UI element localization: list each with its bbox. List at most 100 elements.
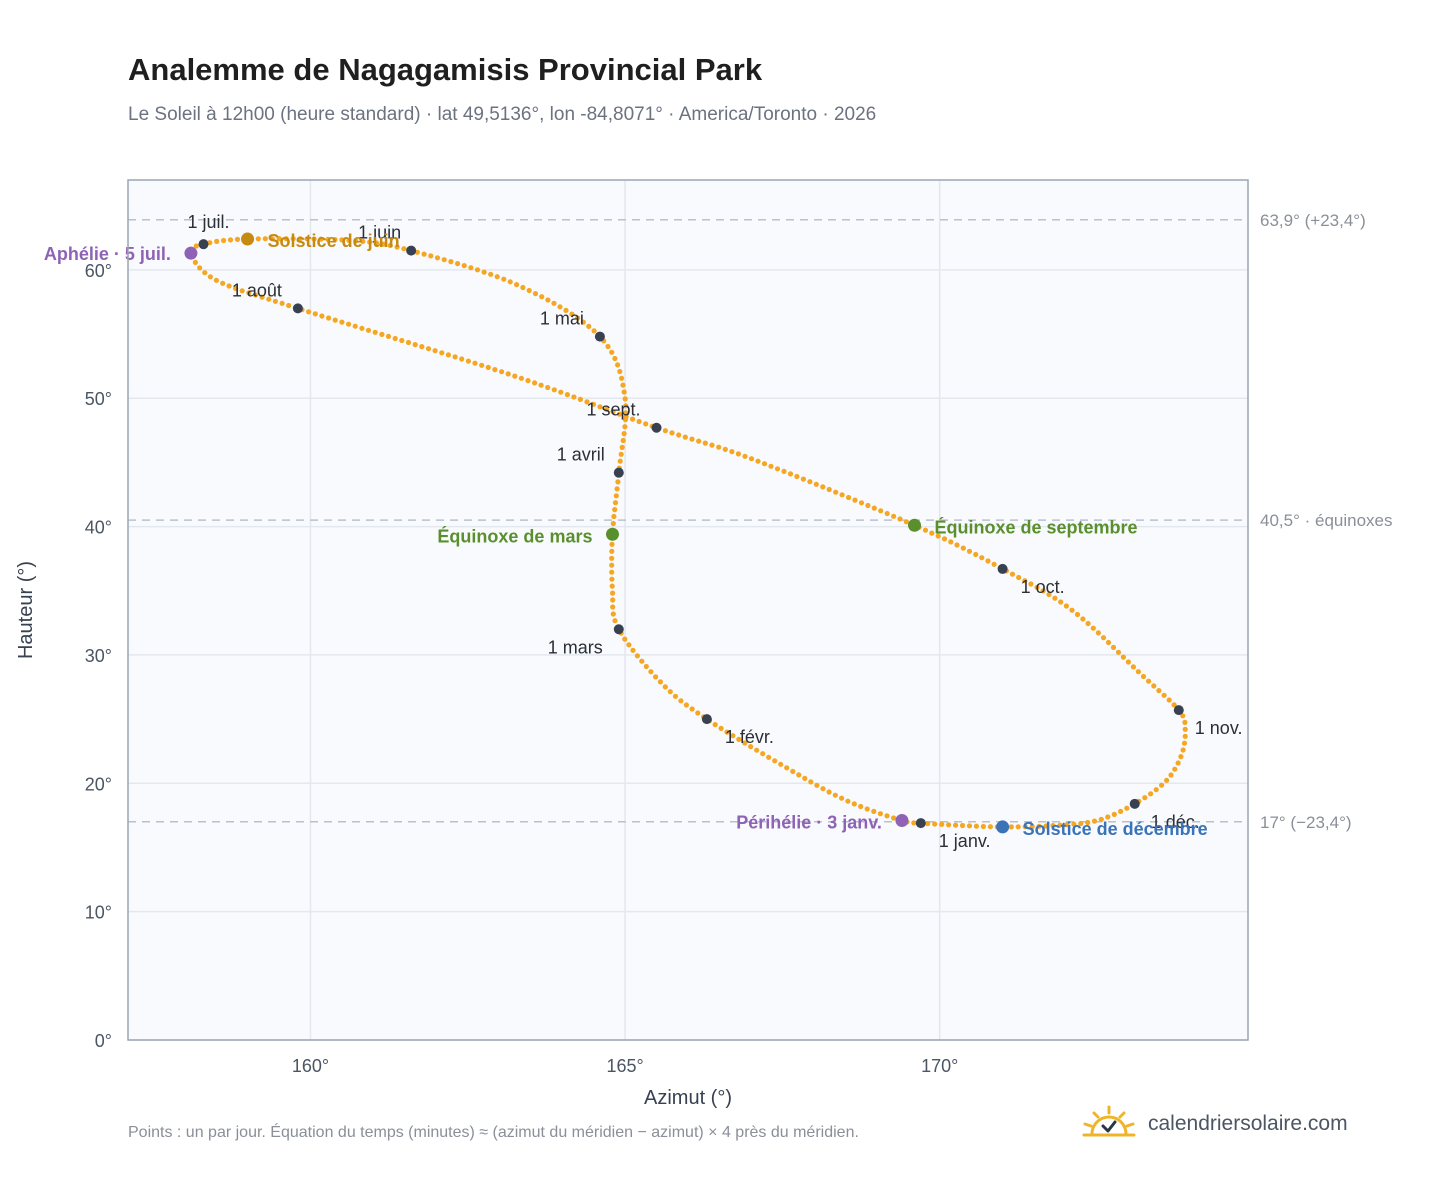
daily-sun-point <box>610 604 616 610</box>
daily-sun-point <box>833 489 839 495</box>
daily-sun-point <box>760 751 766 757</box>
event-label: Périhélie · 3 janv. <box>736 813 882 833</box>
reference-line-label: 17° (−23,4°) <box>1260 813 1352 832</box>
daily-sun-point <box>648 669 654 675</box>
daily-sun-point <box>735 451 742 457</box>
daily-sun-point <box>276 236 282 242</box>
daily-sun-point <box>1115 649 1122 655</box>
y-tick-label: 40° <box>85 518 112 538</box>
daily-sun-point <box>784 765 790 771</box>
daily-sun-point <box>1090 625 1096 631</box>
daily-sun-point <box>845 798 851 804</box>
plot-frame <box>127 179 1249 1041</box>
daily-sun-point <box>946 822 952 828</box>
daily-sun-point <box>935 533 941 539</box>
daily-sun-point <box>1178 754 1184 760</box>
daily-sun-point <box>794 473 800 480</box>
daily-sun-point <box>380 241 387 247</box>
event-point <box>895 814 909 828</box>
reference-line-label: 63,9° (+23,4°) <box>1260 211 1366 230</box>
daily-sun-point <box>807 479 813 485</box>
daily-sun-point <box>980 823 987 830</box>
daily-sun-point <box>695 710 701 716</box>
daily-sun-point <box>615 479 621 485</box>
markers-layer <box>184 232 1184 834</box>
daily-sun-point <box>1156 688 1162 694</box>
daily-sun-point <box>1148 791 1154 797</box>
daily-sun-point <box>1046 591 1052 598</box>
daily-sun-point <box>532 291 539 297</box>
daily-sun-point <box>239 288 245 294</box>
daily-sun-point <box>929 530 935 536</box>
y-tick-label: 30° <box>85 646 112 666</box>
daily-sun-point <box>730 733 736 739</box>
daily-sun-point <box>643 421 649 427</box>
event-point <box>605 527 619 541</box>
daily-sun-point <box>826 789 832 795</box>
daily-sun-point <box>1118 808 1124 815</box>
daily-sun-point <box>1100 635 1107 641</box>
daily-sun-point <box>306 309 312 315</box>
daily-sun-point <box>891 513 897 519</box>
daily-sun-point <box>1172 766 1178 772</box>
daily-sun-point <box>448 259 454 265</box>
daily-sun-point <box>1142 795 1148 801</box>
daily-sun-point <box>925 821 931 827</box>
month-point <box>1129 798 1140 809</box>
daily-sun-point <box>729 449 735 455</box>
brand-name: calendriersolaire.com <box>1148 1112 1348 1135</box>
daily-sun-point <box>973 551 979 558</box>
daily-sun-point <box>311 236 317 242</box>
month-label: 1 févr. <box>725 727 774 747</box>
daily-sun-point <box>518 375 525 381</box>
event-point <box>908 518 922 532</box>
daily-sun-point <box>768 463 774 469</box>
daily-sun-point <box>526 287 532 294</box>
daily-sun-point <box>609 541 615 547</box>
event-point <box>996 820 1010 834</box>
daily-sun-point <box>985 558 991 564</box>
daily-sun-point <box>346 237 352 243</box>
daily-sun-point <box>932 821 938 827</box>
daily-sun-point <box>616 411 623 417</box>
month-label: 1 janv. <box>939 831 991 851</box>
daily-sun-point <box>472 360 478 366</box>
month-point <box>651 422 662 433</box>
daily-sun-point <box>1166 697 1172 703</box>
daily-sun-point <box>481 269 487 275</box>
x-tick-label: 170° <box>921 1056 958 1076</box>
daily-sun-point <box>610 611 616 617</box>
footnote: Points : un par jour. Équation du temps … <box>128 1124 859 1141</box>
month-point <box>613 624 624 635</box>
daily-sun-point <box>634 653 641 659</box>
daily-sun-point <box>221 237 227 244</box>
daily-sun-point <box>620 382 626 388</box>
daily-sun-point <box>820 484 826 490</box>
daily-sun-point <box>667 689 673 695</box>
daily-sun-point <box>774 466 781 472</box>
daily-sun-point <box>227 237 234 243</box>
daily-sun-point <box>622 417 629 423</box>
reference-line-label: 40,5° · équinoxes <box>1260 511 1393 530</box>
daily-sun-point <box>1110 644 1117 651</box>
event-label: Équinoxe de mars <box>437 525 592 546</box>
month-point <box>406 245 417 256</box>
daily-sun-point <box>612 618 618 624</box>
daily-sun-point <box>297 236 303 242</box>
daily-sun-point <box>505 371 511 377</box>
daily-sun-point <box>1180 713 1186 719</box>
x-tick-label: 165° <box>606 1056 643 1076</box>
daily-sun-point <box>564 392 571 398</box>
daily-sun-point <box>630 647 636 653</box>
daily-sun-point <box>610 520 616 527</box>
daily-sun-point <box>1171 702 1177 708</box>
daily-sun-point <box>772 758 778 764</box>
daily-sun-point <box>953 822 959 828</box>
daily-sun-point <box>987 824 994 830</box>
daily-sun-point <box>754 747 760 753</box>
daily-sun-point <box>214 238 220 244</box>
daily-sun-point <box>455 261 461 267</box>
brand[interactable]: calendriersolaire.com <box>1082 1102 1348 1146</box>
daily-sun-point <box>621 431 627 437</box>
daily-sun-point <box>609 583 615 589</box>
